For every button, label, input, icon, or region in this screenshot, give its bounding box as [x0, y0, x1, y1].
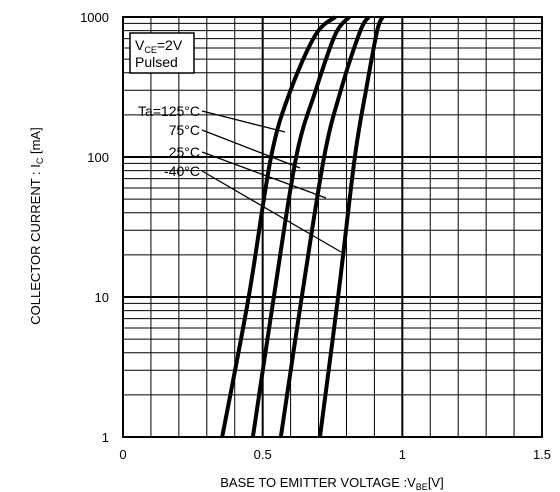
y-tick-label: 1000 — [80, 10, 109, 25]
series-leader-line — [201, 110, 286, 133]
series-leader-line — [201, 129, 301, 169]
series-line — [220, 15, 337, 438]
condition-vce-label: VCE=2V — [135, 37, 183, 55]
series-leader-line — [201, 151, 327, 199]
series-labels: Ta=125°C 75°C 25°C -40°C — [138, 103, 200, 179]
series-label: 25°C — [169, 144, 200, 160]
series-label: Ta=125°C — [138, 103, 200, 119]
series-group — [220, 15, 385, 438]
y-tick-label: 1 — [102, 430, 109, 445]
y-tick-label: 10 — [95, 290, 109, 305]
series-line — [317, 16, 385, 438]
y-tick-labels: 1 10 100 1000 — [80, 10, 109, 445]
series-line — [278, 15, 371, 438]
condition-pulsed-label: Pulsed — [135, 54, 178, 70]
plot-frame — [122, 16, 543, 438]
series-label: -40°C — [164, 163, 200, 179]
condition-box: VCE=2V Pulsed — [129, 32, 195, 74]
minor-gridlines — [123, 17, 542, 437]
x-tick-label: 0.5 — [254, 447, 272, 462]
major-gridlines — [123, 17, 542, 437]
series-line — [250, 15, 351, 438]
x-tick-label: 1.5 — [533, 447, 551, 462]
x-tick-label: 1 — [399, 447, 406, 462]
series-label: 75°C — [169, 122, 200, 138]
y-tick-label: 100 — [87, 150, 109, 165]
x-tick-labels: 0 0.5 1 1.5 — [119, 447, 551, 462]
series-leader-line — [201, 170, 342, 253]
y-axis-label: COLLECTOR CURRENT : IC [mA] — [28, 127, 45, 324]
label-leader-lines — [201, 110, 342, 253]
x-axis-label: BASE TO EMITTER VOLTAGE :VBE[V] — [220, 475, 443, 492]
x-tick-label: 0 — [119, 447, 126, 462]
